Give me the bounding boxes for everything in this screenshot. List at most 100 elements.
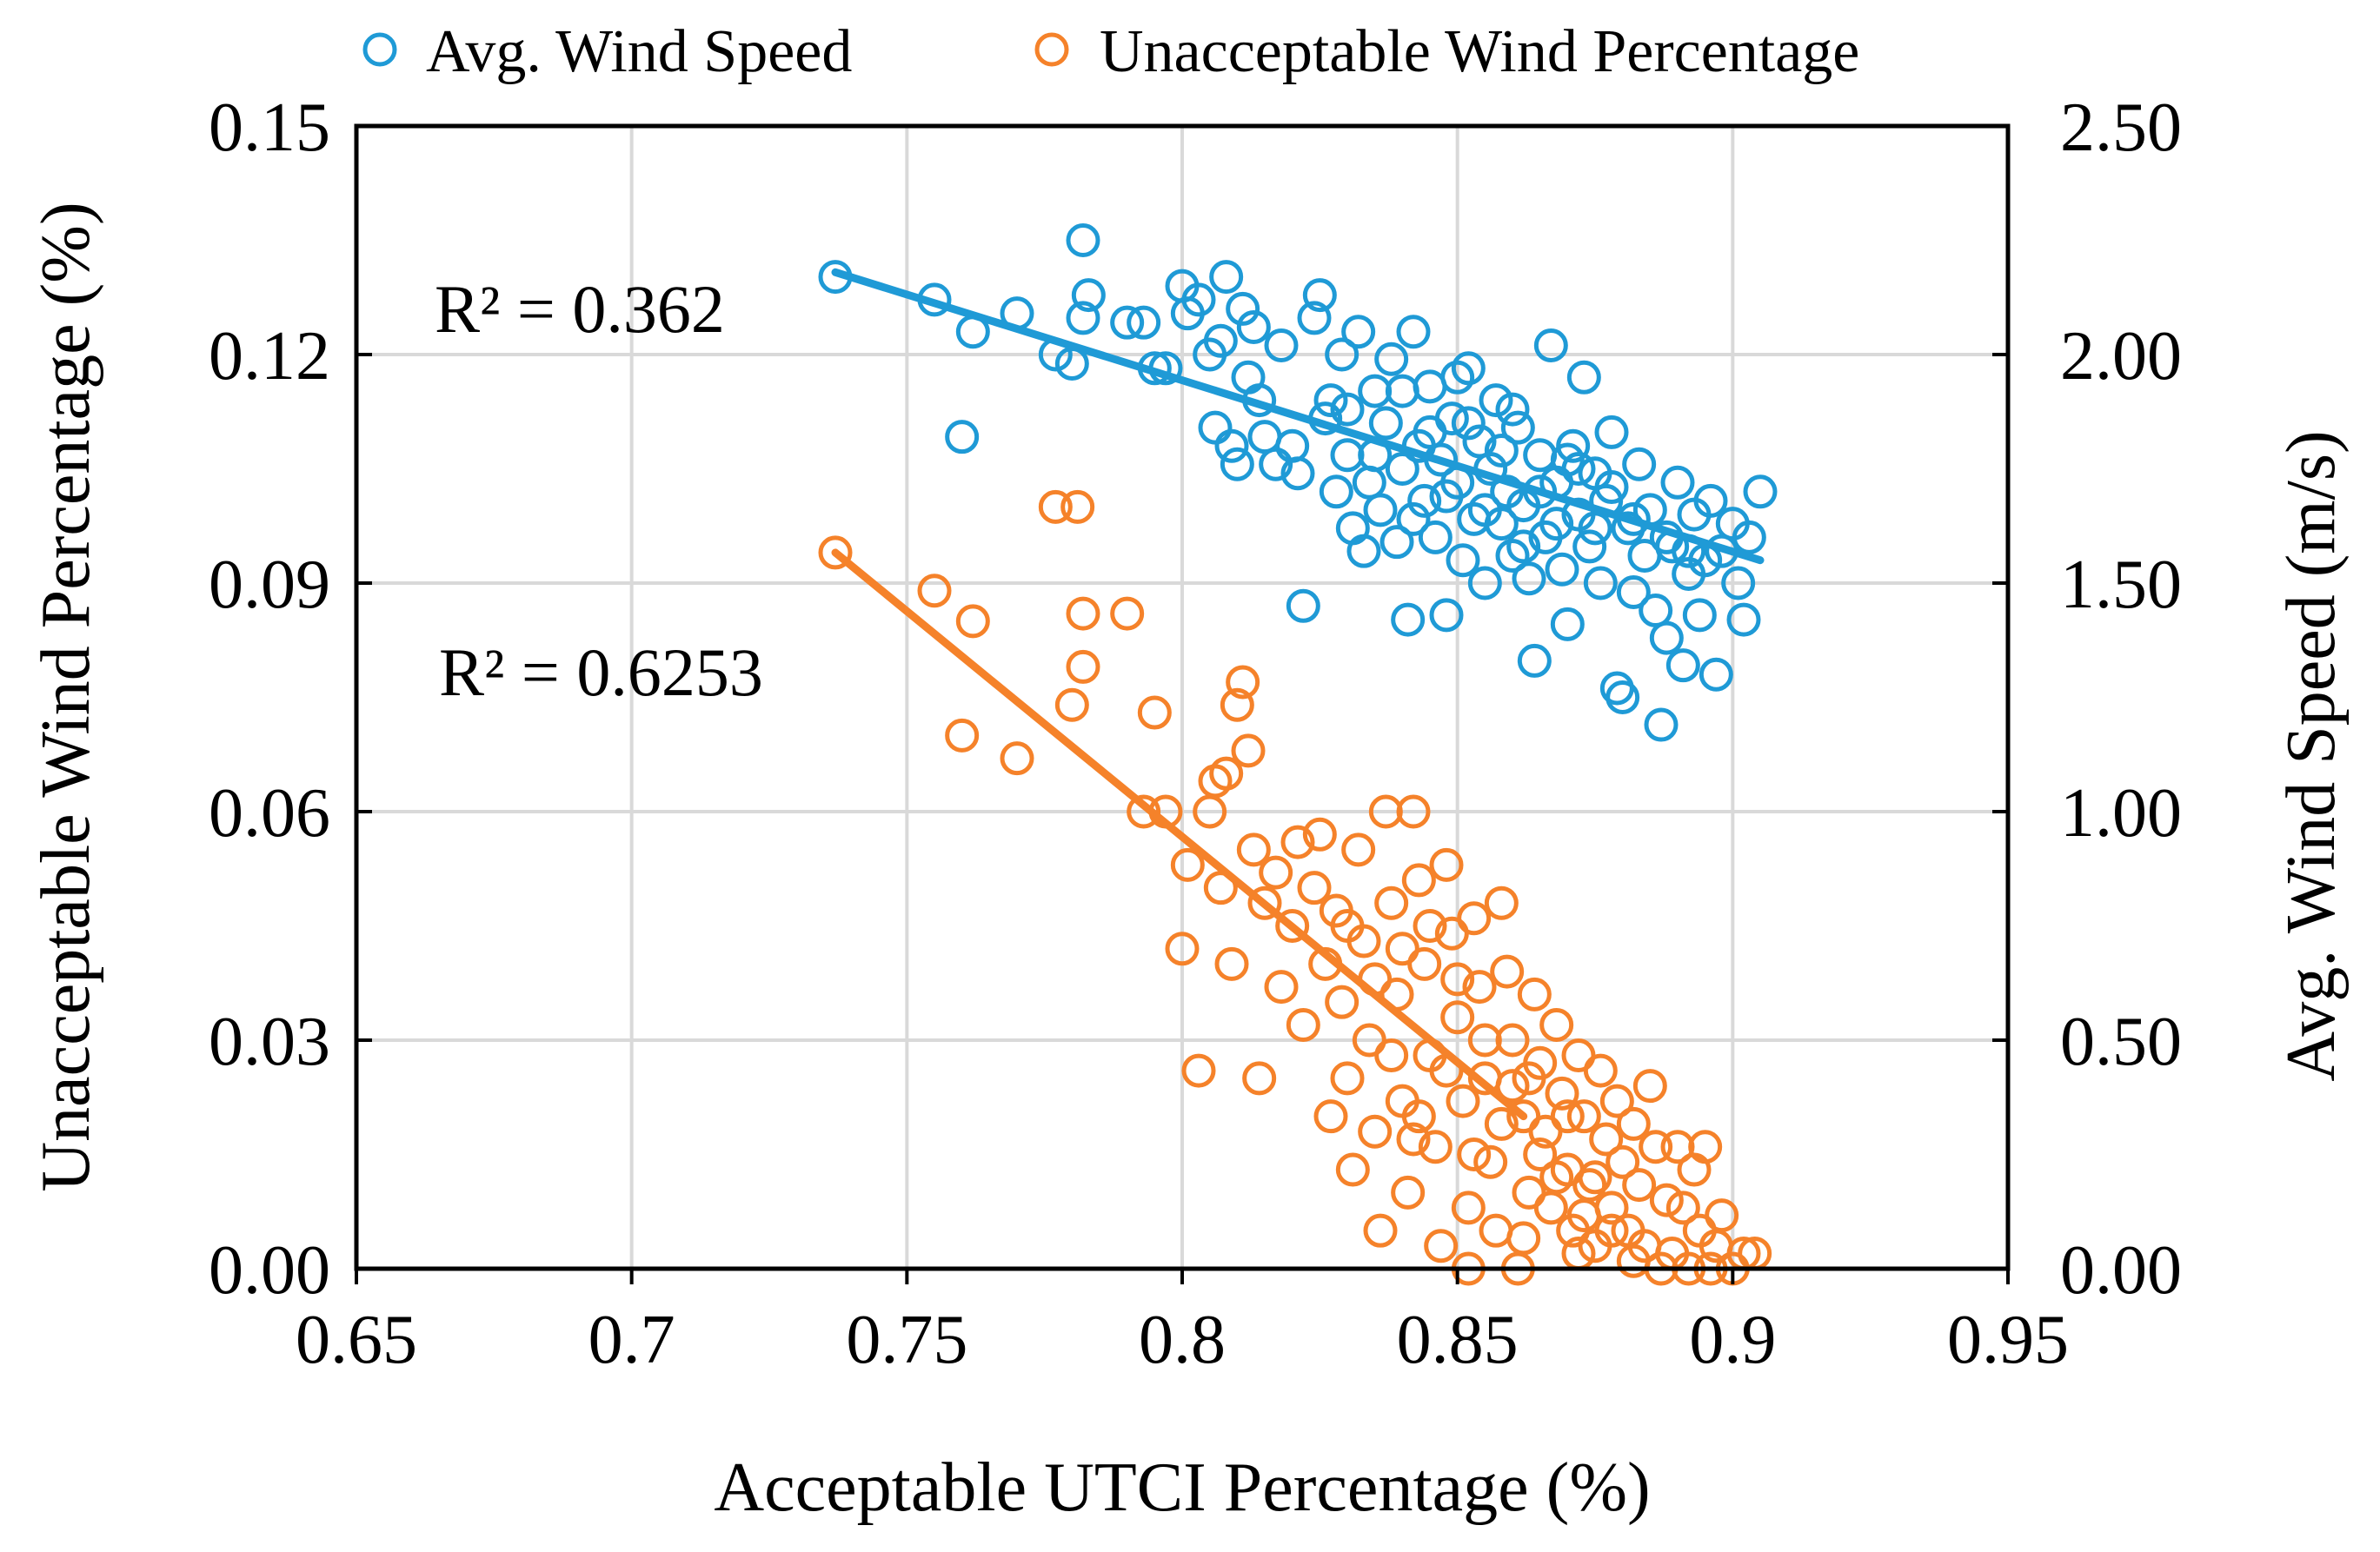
- data-point-unacceptable-wind: [1506, 1221, 1541, 1256]
- data-point-unacceptable-wind: [1000, 741, 1034, 776]
- data-point-avg-wind-speed: [1550, 442, 1585, 477]
- data-point-avg-wind-speed: [1622, 447, 1657, 481]
- data-point-unacceptable-wind: [1330, 1061, 1365, 1096]
- data-point-avg-wind-speed: [1594, 415, 1629, 449]
- data-point-unacceptable-wind: [1401, 863, 1436, 898]
- data-point-avg-wind-speed: [1379, 525, 1414, 560]
- data-point-unacceptable-wind: [1209, 756, 1244, 791]
- data-point-avg-wind-speed: [1732, 520, 1766, 554]
- data-point-unacceptable-wind: [1457, 1137, 1492, 1171]
- data-point-unacceptable-wind: [955, 604, 990, 639]
- data-point-unacceptable-wind: [1599, 1084, 1634, 1118]
- data-point-avg-wind-speed: [1446, 543, 1480, 578]
- data-point-avg-wind-speed: [1396, 501, 1431, 536]
- y-axis-left-title: Unacceptable Wind Percentage (%): [28, 202, 104, 1191]
- data-point-unacceptable-wind: [1550, 1099, 1585, 1134]
- data-point-unacceptable-wind: [1231, 733, 1266, 768]
- data-point-avg-wind-speed: [1550, 607, 1585, 641]
- data-point-unacceptable-wind: [1484, 1106, 1519, 1141]
- data-point-avg-wind-speed: [1606, 680, 1640, 714]
- data-point-avg-wind-speed: [1523, 438, 1558, 473]
- data-point-avg-wind-speed: [1418, 520, 1453, 554]
- data-point-avg-wind-speed: [1198, 410, 1233, 445]
- data-point-unacceptable-wind: [1413, 909, 1447, 943]
- data-point-unacceptable-wind: [1358, 1114, 1393, 1149]
- data-point-unacceptable-wind: [1181, 1053, 1216, 1088]
- x-axis-title: Acceptable UTCI Percentage (%): [714, 1449, 1650, 1526]
- data-point-unacceptable-wind: [1297, 871, 1332, 905]
- data-point-avg-wind-speed: [1330, 392, 1365, 427]
- data-point-unacceptable-wind: [1429, 847, 1464, 882]
- x-tick-label: 0.65: [296, 1302, 417, 1378]
- x-tick-label: 0.85: [1397, 1302, 1519, 1378]
- data-point-avg-wind-speed: [1561, 452, 1596, 486]
- data-point-avg-wind-speed: [1286, 588, 1320, 623]
- data-point-avg-wind-speed: [1665, 648, 1700, 683]
- data-point-unacceptable-wind: [1688, 1130, 1723, 1164]
- data-point-unacceptable-wind: [1280, 825, 1315, 859]
- data-point-unacceptable-wind: [1391, 1175, 1426, 1210]
- data-point-unacceptable-wind: [1127, 794, 1161, 829]
- data-point-unacceptable-wind: [945, 718, 980, 753]
- data-point-avg-wind-speed: [1533, 328, 1568, 362]
- data-point-unacceptable-wind: [1385, 932, 1419, 966]
- data-point-unacceptable-wind: [1545, 1076, 1579, 1111]
- data-point-avg-wind-speed: [1583, 566, 1618, 600]
- data-point-avg-wind-speed: [1413, 415, 1447, 449]
- data-point-unacceptable-wind: [1462, 970, 1497, 1005]
- y-right-tick-label: 2.50: [2060, 90, 2182, 166]
- data-point-avg-wind-speed: [1358, 374, 1393, 408]
- y-axis-right-title: Avg. Wind Speed (m/s): [2273, 430, 2350, 1081]
- data-point-unacceptable-wind: [1275, 909, 1310, 943]
- data-point-avg-wind-speed: [1220, 447, 1254, 481]
- data-point-avg-wind-speed: [1066, 223, 1100, 257]
- legend-marker-unacceptable-wind: [1034, 32, 1069, 67]
- data-point-avg-wind-speed: [1682, 598, 1717, 633]
- y-left-tick-label: 0.06: [209, 775, 330, 852]
- data-point-unacceptable-wind: [1236, 832, 1271, 867]
- data-point-avg-wind-speed: [1391, 602, 1426, 637]
- x-tick-label: 0.7: [588, 1302, 675, 1378]
- legend: Avg. Wind Speed Unacceptable Wind Percen…: [362, 18, 1859, 85]
- data-point-avg-wind-speed: [1726, 602, 1761, 637]
- data-point-avg-wind-speed: [1247, 420, 1282, 454]
- data-point-avg-wind-speed: [1110, 305, 1145, 340]
- y-right-tick-label: 0.00: [2060, 1232, 2182, 1309]
- data-point-unacceptable-wind: [1054, 687, 1089, 722]
- y-left-tick-label: 0.09: [209, 547, 330, 623]
- data-point-avg-wind-speed: [1644, 707, 1679, 742]
- data-point-unacceptable-wind: [1523, 1137, 1558, 1171]
- data-point-unacceptable-wind: [1490, 954, 1525, 989]
- data-point-avg-wind-speed: [1275, 428, 1310, 463]
- data-point-unacceptable-wind: [1539, 1160, 1574, 1195]
- y-left-tick-label: 0.03: [209, 1004, 330, 1080]
- data-point-unacceptable-wind: [1286, 1007, 1320, 1042]
- data-point-unacceptable-wind: [1517, 977, 1552, 1011]
- data-point-avg-wind-speed: [1313, 383, 1348, 418]
- x-tick-label: 0.8: [1139, 1302, 1226, 1378]
- data-point-unacceptable-wind: [917, 574, 952, 608]
- data-point-avg-wind-speed: [1566, 360, 1601, 395]
- data-point-unacceptable-wind: [1264, 970, 1299, 1005]
- data-point-avg-wind-speed: [1429, 479, 1464, 514]
- data-point-avg-wind-speed: [1302, 278, 1337, 313]
- data-point-avg-wind-speed: [1594, 470, 1629, 505]
- data-point-avg-wind-speed: [1523, 474, 1558, 509]
- data-point-unacceptable-wind: [1060, 489, 1095, 524]
- x-tick-label: 0.75: [846, 1302, 967, 1378]
- data-point-avg-wind-speed: [1506, 529, 1541, 564]
- data-point-avg-wind-speed: [1396, 315, 1431, 349]
- data-point-avg-wind-speed: [1385, 452, 1419, 486]
- data-layer: [818, 223, 1778, 1286]
- data-point-unacceptable-wind: [1705, 1198, 1739, 1233]
- data-point-avg-wind-speed: [1699, 657, 1733, 692]
- y-right-tick-label: 1.50: [2060, 547, 2182, 623]
- data-point-avg-wind-speed: [1407, 483, 1442, 518]
- data-point-avg-wind-speed: [1467, 566, 1502, 600]
- data-point-avg-wind-speed: [1693, 483, 1728, 518]
- data-point-avg-wind-speed: [1374, 342, 1409, 376]
- data-point-unacceptable-wind: [1566, 1099, 1601, 1134]
- data-point-avg-wind-speed: [1214, 428, 1249, 463]
